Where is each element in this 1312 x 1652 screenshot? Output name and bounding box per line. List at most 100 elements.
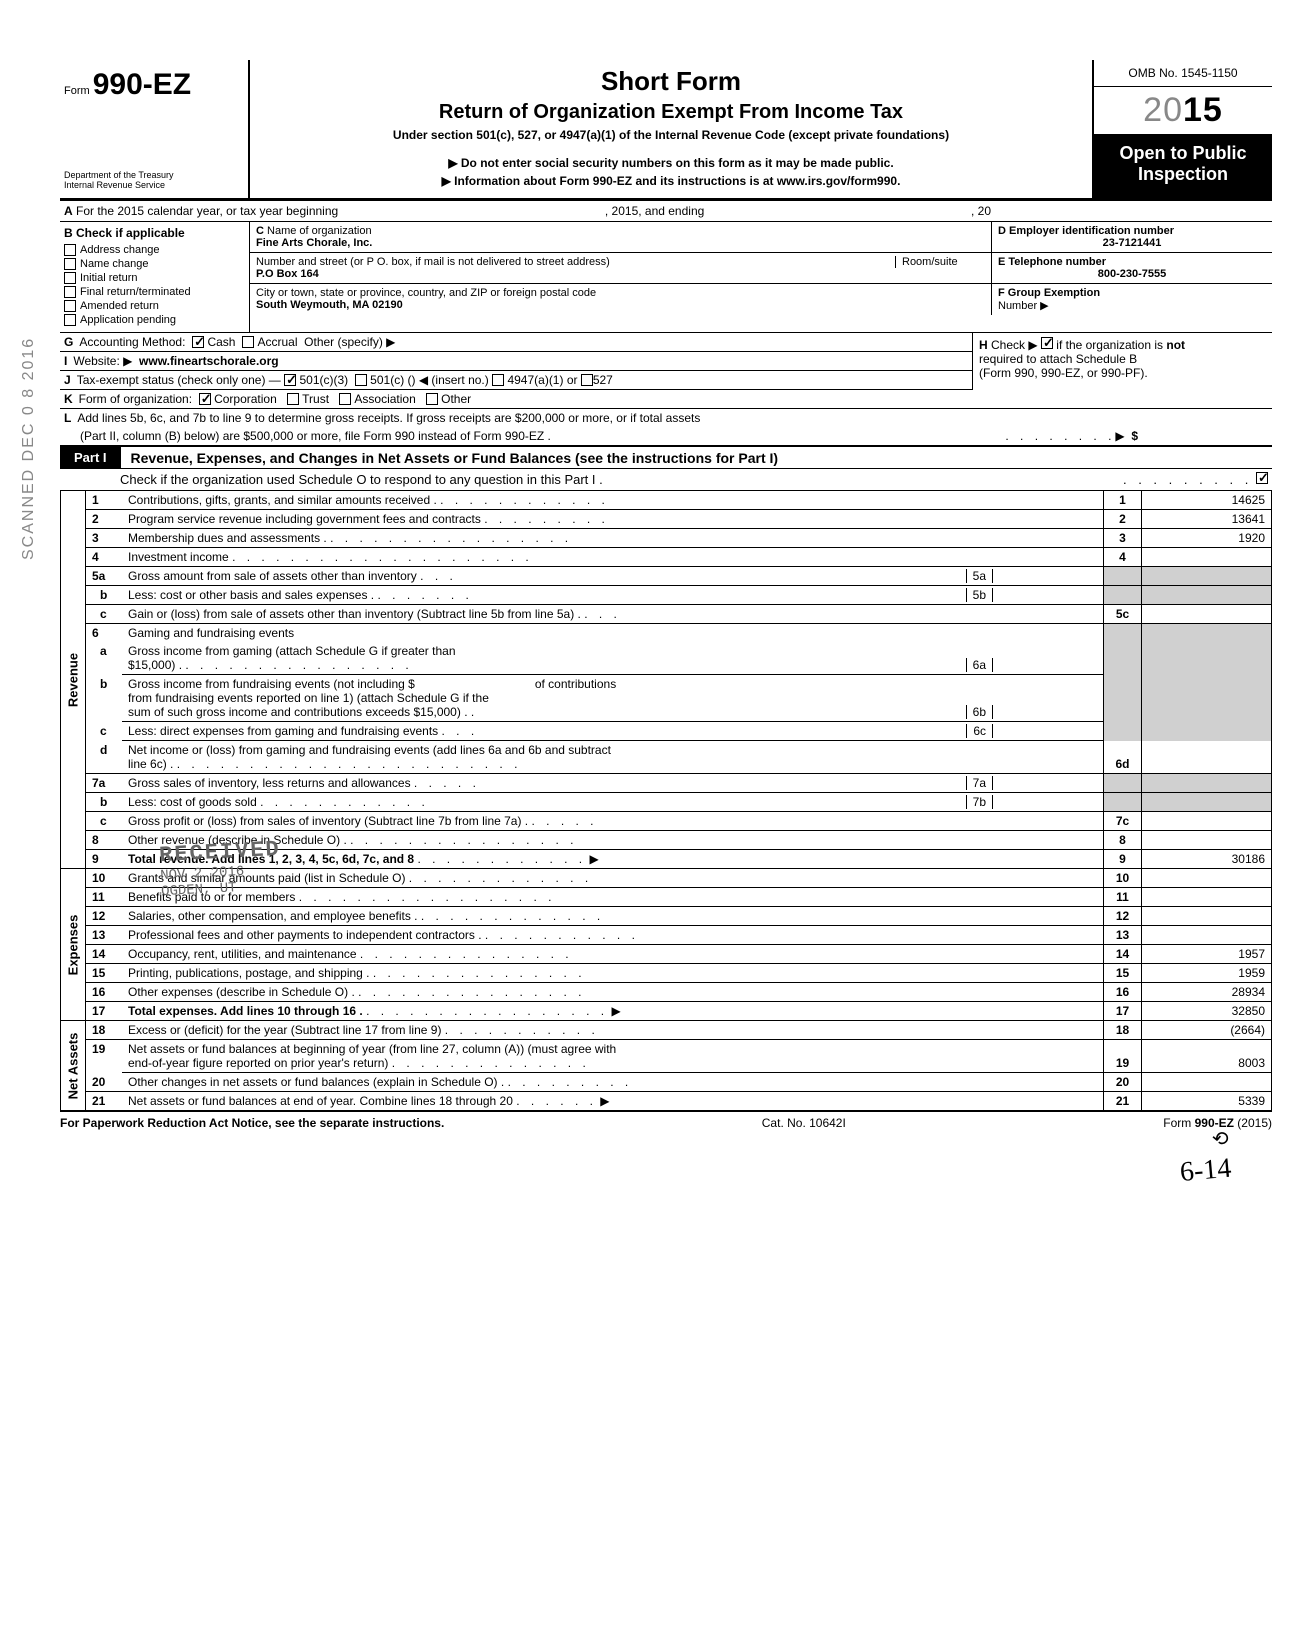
header-center: Short Form Return of Organization Exempt…	[250, 60, 1092, 198]
f-label2: Number ▶	[998, 299, 1266, 312]
signature: ⟲ 6-14	[60, 1117, 1273, 1286]
row-13: 13Professional fees and other payments t…	[86, 926, 1272, 945]
k-text: Form of organization:	[79, 392, 192, 406]
k-assoc: Association	[354, 392, 415, 406]
row-5b: bLess: cost or other basis and sales exp…	[86, 586, 1272, 605]
g-text: Accounting Method:	[79, 335, 185, 349]
chk-501c[interactable]	[355, 374, 367, 386]
row-11: 11Benefits paid to or for members . . . …	[86, 888, 1272, 907]
room-label: Room/suite	[895, 256, 985, 268]
row-1: 1Contributions, gifts, grants, and simil…	[86, 491, 1272, 510]
label-l: L	[64, 411, 71, 425]
side-netassets: Net Assets	[60, 1021, 86, 1111]
form-number-block: Form 990-EZ	[64, 68, 244, 102]
row-a: A For the 2015 calendar year, or tax yea…	[60, 201, 1272, 222]
expenses-table: 10Grants and similar amounts paid (list …	[86, 869, 1272, 1021]
chk-527[interactable]	[581, 374, 593, 386]
title-return: Return of Organization Exempt From Incom…	[260, 101, 1082, 124]
row-5c: cGain or (loss) from sale of assets othe…	[86, 605, 1272, 624]
lbl-initial-return: Initial return	[80, 272, 137, 284]
cell-e: E Telephone number 800-230-7555	[992, 253, 1272, 283]
line-j: J Tax-exempt status (check only one) — 5…	[60, 371, 972, 390]
label-c: C	[256, 225, 264, 237]
page-footer: For Paperwork Reduction Act Notice, see …	[60, 1111, 1272, 1130]
chk-application-pending[interactable]	[64, 314, 76, 326]
row-6c: cLess: direct expenses from gaming and f…	[86, 722, 1272, 741]
row-7c: cGross profit or (loss) from sales of in…	[86, 812, 1272, 831]
row-a-text3: , 20	[971, 204, 991, 218]
row-4: 4Investment income . . . . . . . . . . .…	[86, 548, 1272, 567]
check-dots: . . . . . . . . .	[1123, 472, 1252, 487]
row-7b: bLess: cost of goods sold . . . . . . . …	[86, 793, 1272, 812]
year-2: 2	[1143, 91, 1163, 129]
phone: 800-230-7555	[998, 268, 1266, 280]
f-label1: F Group Exemption	[998, 287, 1100, 299]
label-i: I	[64, 354, 67, 368]
j-insert: ) ◀ (insert no.)	[412, 373, 489, 387]
h-text4: required to attach Schedule B	[979, 352, 1137, 366]
k-other: Other	[441, 392, 471, 406]
org-name: Fine Arts Chorale, Inc.	[256, 237, 985, 249]
j-text: Tax-exempt status (check only one) —	[77, 373, 281, 387]
cell-city: City or town, state or province, country…	[250, 284, 992, 315]
g-cash: Cash	[207, 335, 235, 349]
j-501c3: 501(c)(3)	[299, 373, 348, 387]
omb-number: OMB No. 1545-1150	[1094, 60, 1272, 87]
chk-amended-return[interactable]	[64, 300, 76, 312]
col-b-header: B Check if applicable	[64, 226, 245, 240]
col-b: B Check if applicable Address change Nam…	[60, 222, 250, 332]
line-l-1: L Add lines 5b, 6c, and 7b to line 9 to …	[60, 409, 1272, 427]
row-17: 17Total expenses. Add lines 10 through 1…	[86, 1002, 1272, 1021]
row-20: 20Other changes in net assets or fund ba…	[86, 1073, 1272, 1092]
h-text2: if the organization is	[1056, 338, 1163, 352]
city-label: City or town, state or province, country…	[256, 287, 985, 299]
row-3: 3Membership dues and assessments . . . .…	[86, 529, 1272, 548]
part1-title: Revenue, Expenses, and Changes in Net As…	[121, 450, 779, 466]
chk-4947[interactable]	[492, 374, 504, 386]
chk-schedule-o[interactable]	[1256, 472, 1268, 484]
chk-501c3[interactable]	[284, 374, 296, 386]
open-to-public: Open to Public Inspection	[1094, 135, 1272, 198]
cell-d: D Employer identification number 23-7121…	[992, 222, 1272, 252]
addr-label: Number and street (or P O. box, if mail …	[256, 256, 895, 268]
block-ghijkl: G Accounting Method: Cash Accrual Other …	[60, 333, 1272, 390]
row-a-text1: For the 2015 calendar year, or tax year …	[76, 204, 338, 218]
lbl-amended-return: Amended return	[80, 300, 159, 312]
form-page: SCANNED DEC 0 8 2016 Form 990-EZ Departm…	[60, 60, 1272, 1234]
l-text2: (Part II, column (B) below) are $500,000…	[80, 429, 1005, 443]
chk-initial-return[interactable]	[64, 272, 76, 284]
side-expenses: Expenses	[60, 869, 86, 1021]
chk-accrual[interactable]	[242, 336, 254, 348]
arrow-line-1: ▶ Do not enter social security numbers o…	[260, 156, 1082, 170]
cell-c: C Name of organization Fine Arts Chorale…	[250, 222, 992, 252]
netassets-section: Net Assets 18Excess or (deficit) for the…	[60, 1021, 1272, 1111]
chk-corporation[interactable]	[199, 393, 211, 405]
chk-final-return[interactable]	[64, 286, 76, 298]
row-6d: dNet income or (loss) from gaming and fu…	[86, 741, 1272, 774]
cell-addr: Number and street (or P O. box, if mail …	[250, 253, 992, 283]
form-prefix: Form	[64, 85, 90, 97]
i-text: Website: ▶	[73, 354, 132, 368]
chk-name-change[interactable]	[64, 258, 76, 270]
chk-other[interactable]	[426, 393, 438, 405]
chk-cash[interactable]	[192, 336, 204, 348]
dept-treasury: Department of the Treasury	[64, 170, 244, 180]
chk-trust[interactable]	[287, 393, 299, 405]
row-5a: 5aGross amount from sale of assets other…	[86, 567, 1272, 586]
scanned-stamp: SCANNED DEC 0 8 2016	[20, 337, 38, 560]
header-right: OMB No. 1545-1150 2015 Open to Public In…	[1092, 60, 1272, 198]
g-accrual: Accrual	[257, 335, 297, 349]
open-line1: Open to Public	[1098, 143, 1268, 164]
row-9: 9Total revenue. Add lines 1, 2, 3, 4, 5c…	[86, 850, 1272, 869]
form-number: 990-EZ	[93, 68, 191, 101]
chk-h[interactable]	[1041, 337, 1053, 349]
row-6a: aGross income from gaming (attach Schedu…	[86, 642, 1272, 675]
row-7a: 7aGross sales of inventory, less returns…	[86, 774, 1272, 793]
row-6b: bGross income from fundraising events (n…	[86, 675, 1272, 722]
l-dots: . . . . . . . .	[1005, 429, 1115, 443]
chk-association[interactable]	[339, 393, 351, 405]
website: www.fineartschorale.org	[139, 354, 279, 368]
line-i: I Website: ▶ www.fineartschorale.org	[60, 352, 972, 371]
chk-address-change[interactable]	[64, 244, 76, 256]
revenue-table: 1Contributions, gifts, grants, and simil…	[86, 491, 1272, 869]
